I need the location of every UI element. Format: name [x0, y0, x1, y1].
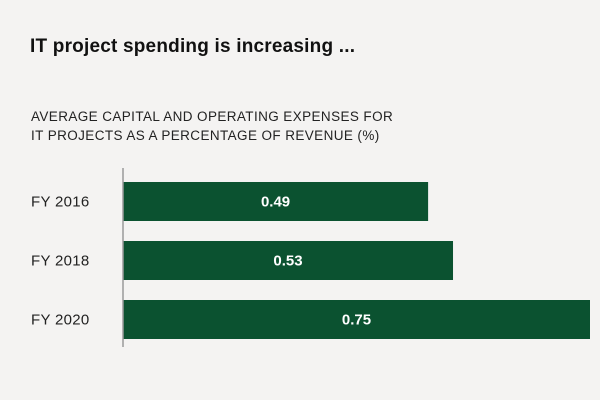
bar [123, 300, 590, 339]
bar [123, 241, 454, 280]
bar [123, 182, 429, 221]
category-label: FY 2018 [31, 253, 90, 270]
value-label: 0.49 [261, 194, 290, 211]
category-label: FY 2020 [31, 312, 90, 329]
value-label: 0.53 [273, 253, 302, 270]
category-label: FY 2016 [31, 194, 90, 211]
value-label: 0.75 [342, 312, 371, 329]
chart-title: IT project spending is increasing ... [30, 36, 356, 57]
subtitle-line: IT PROJECTS AS A PERCENTAGE OF REVENUE (… [31, 128, 380, 143]
subtitle-line: AVERAGE CAPITAL AND OPERATING EXPENSES F… [31, 109, 394, 124]
chart-subtitle: AVERAGE CAPITAL AND OPERATING EXPENSES F… [31, 107, 393, 145]
